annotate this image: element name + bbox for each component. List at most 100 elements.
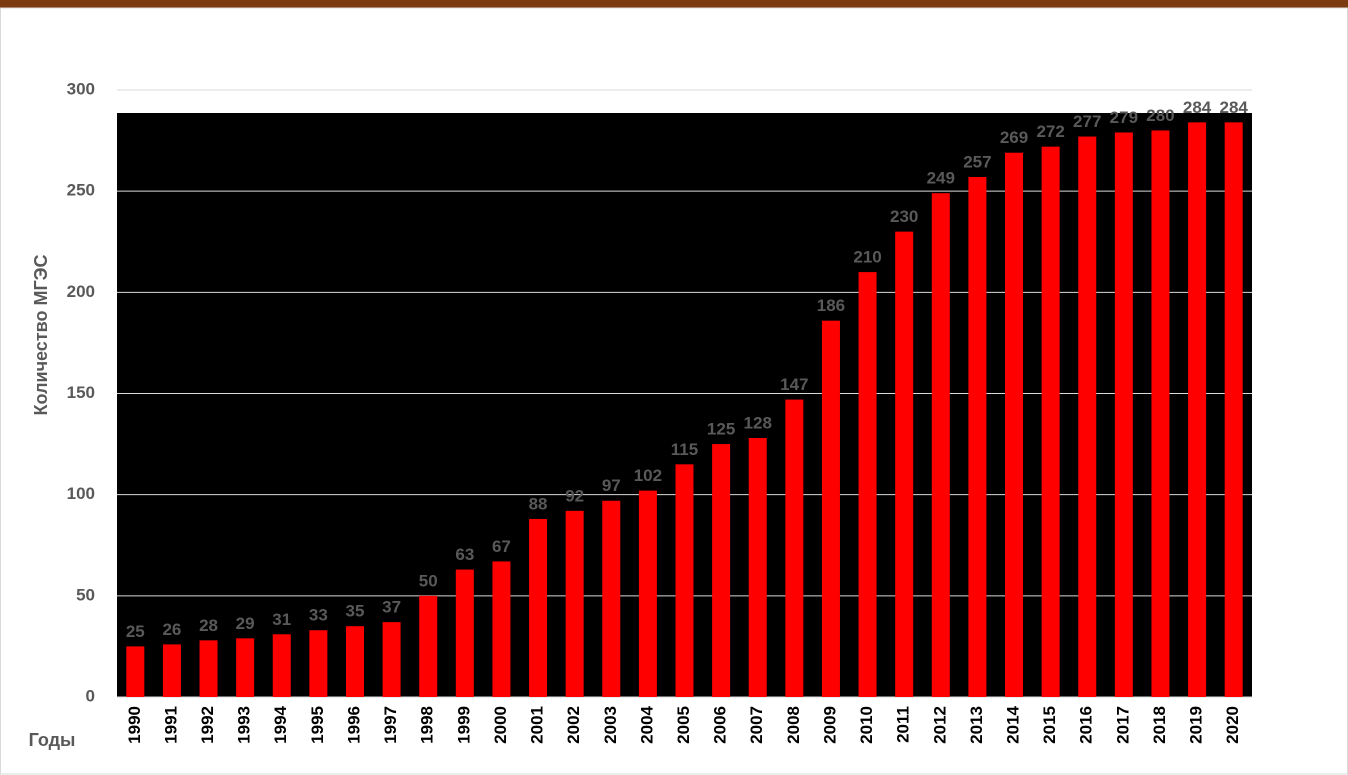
x-tick-label: 2020 — [1223, 706, 1242, 744]
data-label: 63 — [455, 545, 474, 564]
data-label: 272 — [1036, 122, 1064, 141]
x-tick-label: 2006 — [711, 706, 730, 744]
data-label: 25 — [126, 622, 145, 641]
x-tick-label: 2017 — [1113, 706, 1132, 744]
y-tick-label: 100 — [67, 484, 95, 503]
x-tick-label: 2016 — [1077, 706, 1096, 744]
top-border — [0, 0, 1348, 8]
bar — [638, 490, 657, 697]
data-label: 33 — [309, 606, 328, 625]
data-label: 31 — [272, 610, 291, 629]
data-label: 284 — [1183, 98, 1212, 117]
bar — [895, 231, 914, 697]
bar — [199, 640, 218, 697]
bar — [1151, 130, 1170, 697]
data-label: 26 — [162, 620, 181, 639]
bar — [858, 272, 877, 697]
x-tick-label: 1992 — [198, 706, 217, 744]
data-label: 102 — [634, 466, 662, 485]
data-label: 28 — [199, 616, 218, 635]
x-tick-label: 2004 — [637, 705, 656, 743]
bar — [309, 630, 328, 697]
y-axis-label: Количество МГЭС — [31, 255, 51, 416]
x-tick-label: 2007 — [747, 706, 766, 744]
bar — [968, 177, 987, 698]
data-label: 147 — [780, 375, 808, 394]
x-tick-label: 1994 — [271, 705, 290, 743]
data-label: 186 — [817, 296, 845, 315]
bar — [1224, 122, 1243, 697]
data-label: 115 — [671, 440, 698, 459]
data-label: 35 — [346, 602, 365, 621]
x-tick-label: 1996 — [344, 706, 363, 744]
bar — [1041, 146, 1060, 698]
bar — [565, 510, 584, 697]
data-label: 257 — [963, 152, 991, 171]
x-tick-label: 2001 — [528, 706, 547, 744]
x-tick-label: 1998 — [418, 706, 437, 744]
bar — [748, 438, 767, 697]
bar — [529, 518, 548, 697]
bar — [712, 444, 731, 697]
bar — [345, 626, 364, 697]
bar — [1005, 152, 1024, 697]
data-label: 279 — [1110, 108, 1138, 127]
data-label: 50 — [419, 571, 438, 590]
x-tick-label: 1999 — [454, 706, 473, 744]
bar — [821, 320, 840, 697]
bar — [272, 634, 291, 697]
x-tick-label: 2005 — [674, 706, 693, 744]
x-tick-label: 1993 — [235, 706, 254, 744]
data-label: 67 — [492, 537, 511, 556]
x-tick-label: 2011 — [894, 706, 913, 743]
y-tick-label: 150 — [67, 383, 95, 402]
data-label: 284 — [1220, 98, 1249, 117]
bar — [455, 569, 474, 697]
x-tick-label: 2003 — [601, 706, 620, 744]
y-tick-label: 250 — [67, 181, 95, 200]
x-tick-label: 1991 — [161, 706, 180, 744]
data-label: 269 — [1000, 128, 1028, 147]
bar — [492, 561, 511, 697]
x-tick-label: 2013 — [967, 706, 986, 744]
bar — [602, 500, 621, 697]
bar — [162, 644, 181, 697]
x-tick-label: 1990 — [125, 706, 144, 744]
data-label: 210 — [853, 248, 881, 267]
data-label: 97 — [602, 476, 621, 495]
y-tick-label: 300 — [67, 79, 95, 98]
data-label: 277 — [1073, 112, 1101, 131]
bar — [236, 638, 255, 697]
data-label: 249 — [927, 169, 955, 188]
x-tick-label: 2002 — [564, 706, 583, 744]
bar — [675, 464, 694, 697]
x-axis-label: Годы — [29, 730, 76, 750]
bar — [785, 399, 804, 697]
x-tick-label: 2000 — [491, 706, 510, 744]
bar — [126, 646, 145, 697]
data-label: 88 — [529, 494, 548, 513]
data-label: 92 — [565, 486, 584, 505]
bar — [1114, 132, 1133, 698]
data-label: 280 — [1146, 106, 1174, 125]
x-tick-label: 2014 — [1004, 705, 1023, 743]
bar — [382, 622, 401, 697]
bar — [419, 595, 438, 697]
x-tick-label: 2018 — [1150, 706, 1169, 744]
x-tick-label: 2012 — [930, 706, 949, 744]
bar — [1188, 122, 1207, 697]
y-tick-label: 0 — [86, 686, 95, 705]
data-label: 29 — [236, 614, 255, 633]
data-label: 125 — [707, 420, 735, 439]
bar — [1078, 136, 1097, 697]
x-tick-label: 2019 — [1187, 706, 1206, 744]
x-tick-label: 1995 — [308, 706, 327, 744]
y-tick-label: 50 — [76, 585, 95, 604]
bar — [931, 193, 950, 697]
x-tick-label: 2015 — [1040, 706, 1059, 744]
x-tick-label: 1997 — [381, 706, 400, 744]
data-label: 230 — [890, 207, 918, 226]
x-tick-label: 2009 — [820, 706, 839, 744]
data-label: 37 — [382, 598, 401, 617]
